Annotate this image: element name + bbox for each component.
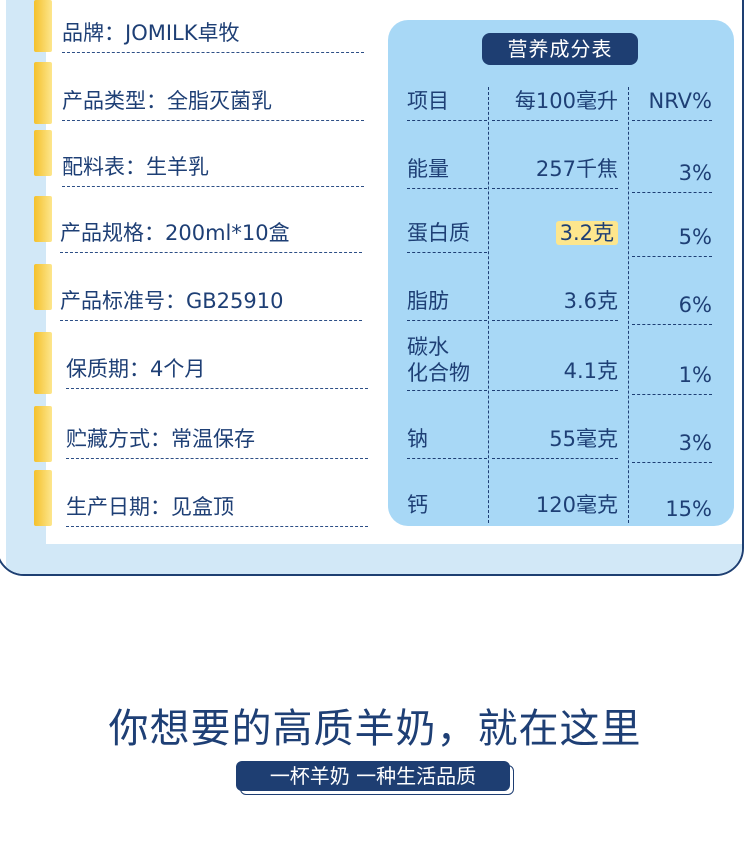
spec-product-type: 产品类型：全脂灭菌乳 bbox=[62, 86, 364, 121]
nutrition-title: 营养成分表 bbox=[482, 33, 638, 65]
nutrition-nrv: 3% bbox=[632, 428, 712, 463]
nutrition-nrv: 1% bbox=[632, 360, 712, 395]
nutrition-item: 脂肪 bbox=[407, 286, 487, 321]
bottom-decor-strip bbox=[6, 544, 742, 574]
nutrition-nrv: 5% bbox=[632, 222, 712, 257]
nutrition-nrv: 6% bbox=[632, 290, 712, 325]
nutrition-amount: 3.6克 bbox=[492, 286, 618, 321]
nutrition-header-item: 项目 bbox=[407, 86, 487, 121]
headline: 你想要的高质羊奶，就在这里 bbox=[108, 706, 642, 752]
spec-storage: 贮藏方式：常温保存 bbox=[66, 424, 368, 459]
nutrition-header-amount: 每100毫升 bbox=[492, 86, 618, 121]
nutrition-amount: 4.1克 bbox=[492, 356, 618, 391]
nutrition-item: 钙 bbox=[407, 493, 428, 517]
nutrition-header-nrv: NRV% bbox=[632, 86, 712, 121]
spec-ingredients: 配料表：生羊乳 bbox=[62, 152, 364, 187]
yellow-marker bbox=[34, 196, 52, 242]
spec-size: 产品规格：200ml*10盒 bbox=[60, 218, 362, 253]
yellow-marker bbox=[34, 406, 52, 462]
tagline: 一杯羊奶 一种生活品质 bbox=[236, 761, 510, 791]
spec-brand: 品牌：JOMILK卓牧 bbox=[62, 18, 364, 53]
yellow-marker bbox=[34, 62, 52, 124]
yellow-marker bbox=[34, 332, 52, 394]
yellow-marker bbox=[34, 0, 52, 52]
nutrition-amount: 55毫克 bbox=[492, 424, 618, 459]
nutrition-panel bbox=[388, 20, 734, 526]
column-divider bbox=[628, 87, 629, 523]
nutrition-item: 碳水 化合物 bbox=[407, 334, 487, 391]
nutrition-item: 钠 bbox=[407, 424, 487, 459]
column-divider bbox=[488, 87, 489, 523]
nutrition-amount-cell: 3.2克 bbox=[492, 218, 618, 252]
nutrition-amount-highlight: 3.2克 bbox=[555, 221, 618, 245]
yellow-marker bbox=[34, 130, 52, 176]
nutrition-nrv: 15% bbox=[665, 497, 712, 521]
spec-standard: 产品标准号：GB25910 bbox=[60, 286, 362, 321]
nutrition-nrv: 3% bbox=[632, 158, 712, 193]
nutrition-item: 能量 bbox=[407, 154, 487, 189]
nutrition-amount: 257千焦 bbox=[492, 154, 618, 189]
yellow-marker bbox=[34, 264, 52, 310]
yellow-marker bbox=[34, 470, 52, 526]
spec-shelf-life: 保质期：4个月 bbox=[66, 354, 368, 389]
nutrition-amount: 120毫克 bbox=[535, 493, 618, 517]
nutrition-item: 蛋白质 bbox=[407, 218, 487, 253]
spec-production-date: 生产日期：见盒顶 bbox=[66, 492, 368, 527]
